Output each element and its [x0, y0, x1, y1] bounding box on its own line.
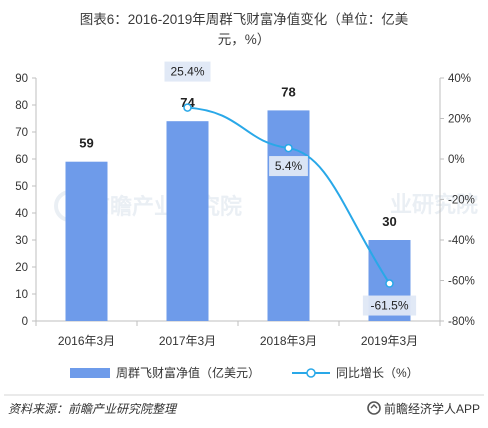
- left-axis-tick-label: 50: [15, 181, 28, 193]
- bar: [166, 121, 209, 321]
- line-value-label: -61.5%: [370, 299, 408, 313]
- legend-bar-swatch: [70, 368, 110, 378]
- legend-line-label: 同比增长（%）: [336, 366, 419, 380]
- x-axis-tick-label: 2016年3月: [58, 334, 115, 348]
- legend-line-marker: [306, 368, 316, 378]
- x-axis-tick-label: 2017年3月: [159, 334, 216, 348]
- left-axis-tick-label: 20: [15, 262, 28, 274]
- bar: [267, 110, 310, 322]
- watermark-text-left: 前瞻产业研究院: [88, 194, 242, 219]
- line-value-label: 25.4%: [170, 65, 204, 79]
- source-note: 资料来源：前瞻产业研究院整理: [8, 402, 178, 416]
- bar-value-label: 30: [382, 214, 396, 229]
- line-label-box: [362, 295, 417, 316]
- left-axis-tick-label: 60: [15, 154, 28, 166]
- legend-bar-label: 周群飞财富净值（亿美元）: [116, 365, 260, 380]
- left-axis-tick-label: 70: [15, 127, 28, 139]
- left-axis-tick-label: 10: [15, 289, 28, 301]
- line-point: [284, 143, 293, 153]
- bar-value-label: 59: [79, 136, 93, 151]
- line-label-box: [269, 156, 308, 177]
- right-axis-tick-label: -60%: [448, 276, 475, 288]
- x-axis-tick-label: 2018年3月: [260, 334, 317, 348]
- legend: 周群飞财富净值（亿美元） 同比增长（%）: [70, 365, 419, 380]
- left-axis-tick-label: 90: [15, 73, 28, 85]
- brand-logo-arrow-icon: [370, 404, 378, 409]
- right-axis-tick-label: -80%: [448, 316, 475, 328]
- bar: [65, 161, 108, 321]
- line-label-box: [164, 61, 211, 82]
- right-axis-tick-label: -40%: [448, 235, 475, 247]
- chart-title-line2: 元，%）: [218, 32, 271, 47]
- brand-text: 前瞻经济学人APP: [384, 401, 480, 416]
- watermark: 前瞻产业研究院 业研究院: [54, 190, 478, 222]
- left-axis-tick-label: 80: [15, 100, 28, 112]
- left-axis-tick-label: 40: [15, 208, 28, 220]
- right-axis-tick-label: 40%: [448, 73, 471, 85]
- line-value-label: 5.4%: [275, 159, 303, 173]
- right-axis-tick-label: 0%: [448, 154, 465, 166]
- chart-title: 图表6：2016-2019年周群飞财富净值变化（单位：亿美: [80, 11, 409, 27]
- watermark-text-right: 业研究院: [390, 192, 478, 217]
- bar-value-label: 78: [281, 84, 295, 99]
- plot-area: 0 10 20 30 40 50 60 70 80 90 -80% -60% -40% -20% 0% 20%…: [15, 61, 475, 348]
- line-point: [183, 103, 192, 112]
- brand: 前瞻经济学人APP: [367, 401, 480, 416]
- x-axis-tick-label: 2019年3月: [361, 334, 418, 348]
- left-axis-tick-label: 30: [15, 235, 28, 247]
- right-axis-tick-label: -20%: [448, 195, 475, 207]
- line-point: [385, 279, 394, 288]
- right-axis-tick-label: 20%: [448, 114, 471, 126]
- left-axis-tick-label: 0: [22, 316, 28, 328]
- brand-logo-icon: [367, 401, 381, 415]
